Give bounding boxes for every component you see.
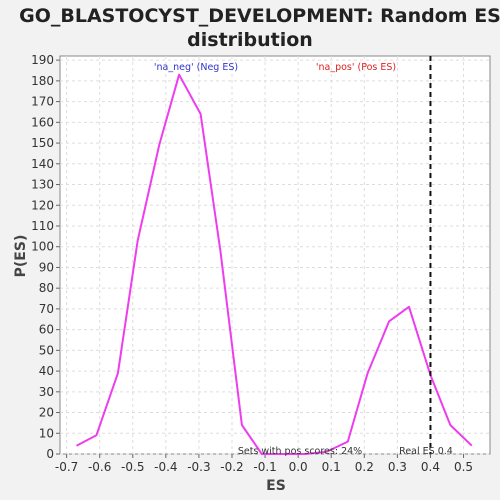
y-tick-label: 130 (31, 178, 54, 192)
y-tick-label: 120 (31, 198, 54, 212)
chart-title-line-1: GO_BLASTOCYST_DEVELOPMENT: Random ES (19, 5, 500, 27)
x-axis: -0.7 -0.6 -0.5 -0.4 -0.3 -0.2 -0.1 0.0 0.1 0.2 0.3… (55, 454, 473, 474)
y-tick-label: 90 (39, 260, 54, 274)
y-tick-label: 60 (39, 323, 54, 337)
x-tick-label: -0.6 (88, 460, 111, 474)
y-tick-label: 30 (39, 385, 54, 399)
y-tick-label: 10 (39, 426, 54, 440)
x-tick-label: -0.2 (220, 460, 243, 474)
y-axis: 0 10 20 30 40 50 60 70 80 90 100 110 120 130 140 150 160… (31, 53, 60, 461)
pos-scores-annotation: Sets with pos scores: 24% (238, 446, 362, 457)
chart-title-line-2: distribution (187, 29, 313, 51)
neg-es-label: 'na_neg' (Neg ES) (154, 62, 238, 73)
y-tick-label: 190 (31, 53, 54, 67)
x-tick-label: 0.3 (388, 460, 407, 474)
y-tick-label: 110 (31, 219, 54, 233)
y-tick-label: 0 (46, 447, 54, 461)
y-tick-label: 140 (31, 157, 54, 171)
y-tick-label: 150 (31, 136, 54, 150)
real-es-annotation: Real ES 0.4 (399, 446, 453, 457)
x-axis-label: ES (266, 478, 286, 494)
x-tick-label: -0.5 (121, 460, 144, 474)
y-tick-label: 160 (31, 115, 54, 129)
y-tick-label: 70 (39, 302, 54, 316)
y-axis-label: P(ES) (13, 235, 29, 278)
x-tick-label: 0.4 (421, 460, 440, 474)
y-tick-label: 80 (39, 281, 54, 295)
y-tick-label: 50 (39, 343, 54, 357)
x-tick-label: -0.1 (253, 460, 276, 474)
pos-es-label: 'na_pos' (Pos ES) (316, 62, 396, 73)
x-tick-label: 0.1 (322, 460, 341, 474)
x-tick-label: -0.7 (55, 460, 78, 474)
y-tick-label: 20 (39, 406, 54, 420)
plot-area (60, 56, 490, 454)
x-tick-label: 0.5 (454, 460, 473, 474)
y-tick-label: 180 (31, 74, 54, 88)
x-tick-label: -0.3 (187, 460, 210, 474)
x-tick-label: 0.2 (355, 460, 374, 474)
y-tick-label: 170 (31, 95, 54, 109)
x-tick-label: 0.0 (289, 460, 308, 474)
x-tick-label: -0.4 (154, 460, 177, 474)
y-tick-label: 40 (39, 364, 54, 378)
y-tick-label: 100 (31, 240, 54, 254)
